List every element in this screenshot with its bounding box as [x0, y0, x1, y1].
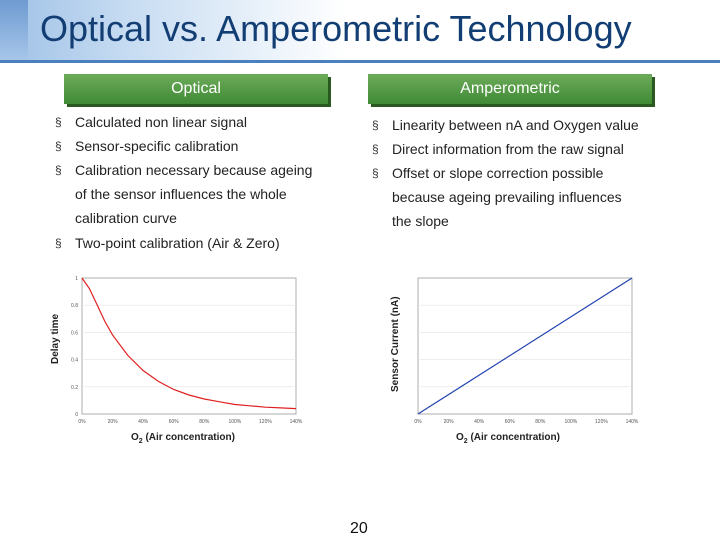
optical-y-axis-label: Delay time — [50, 313, 61, 364]
optical-x-tick-label: 140% — [290, 419, 303, 425]
optical-y-tick-label: 0 — [75, 412, 78, 418]
optical-series-line — [81, 277, 297, 410]
optical-y-tick-label: 0.2 — [71, 385, 78, 391]
bullet-marker-icon: § — [55, 163, 62, 177]
title-bar: Optical vs. Amperometric Technology — [0, 0, 720, 62]
amperometric-x-tick-label: 60% — [505, 419, 516, 425]
amperometric-current-chart: 0% 20% 40% 60% 80% 100% 120% 140% — [414, 277, 639, 425]
title-divider — [0, 60, 720, 63]
page-number: 20 — [350, 520, 368, 537]
optical-x-tick-label: 40% — [138, 419, 149, 425]
amperometric-x-tick-label: 20% — [444, 419, 455, 425]
optical-x-tick-label: 120% — [259, 419, 272, 425]
amperometric-x-tick-label: 80% — [535, 419, 546, 425]
optical-x-tick-label: 100% — [228, 419, 241, 425]
optical-header: Optical — [64, 74, 328, 104]
optical-y-tick-label: 0.6 — [71, 330, 78, 336]
bullet-marker-icon: § — [55, 139, 62, 153]
bullet-marker-icon: § — [372, 118, 379, 132]
optical-x-tick-label: 80% — [199, 419, 210, 425]
bullet-marker-icon: § — [372, 142, 379, 156]
optical-y-tick-label: 1 — [75, 276, 78, 282]
amperometric-x-tick-label: 40% — [474, 419, 485, 425]
optical-x-tick-label: 20% — [108, 419, 119, 425]
optical-x-axis-label: O2 (Air concentration) — [131, 432, 235, 445]
slide-title: Optical vs. Amperometric Technology — [40, 8, 632, 49]
optical-plot-area — [81, 277, 297, 415]
optical-x-tick-label: 0% — [78, 419, 86, 425]
amperometric-x-axis-label: O2 (Air concentration) — [456, 432, 560, 445]
bullet-marker-icon: § — [55, 236, 62, 250]
amperometric-x-tick-label: 0% — [414, 419, 422, 425]
bullet-marker-icon: § — [55, 115, 62, 129]
optical-delay-chart: 0% 20% 40% 60% 80% 100% 120% 140% 0 0.2 0.4 0.6 0.8 1 — [71, 276, 303, 425]
optical-y-tick-label: 0.8 — [71, 303, 78, 309]
optical-x-tick-label: 60% — [169, 419, 180, 425]
amperometric-x-tick-label: 120% — [595, 419, 608, 425]
title-accent-stripe — [0, 0, 28, 62]
amperometric-x-tick-label: 140% — [626, 419, 639, 425]
amperometric-x-tick-label: 100% — [564, 419, 577, 425]
amperometric-series-line — [417, 277, 633, 415]
amperometric-y-axis-label: Sensor Current (nA) — [390, 296, 401, 392]
amperometric-header: Amperometric — [368, 74, 652, 104]
optical-y-tick-label: 0.4 — [71, 358, 78, 364]
bullet-marker-icon: § — [372, 166, 379, 180]
